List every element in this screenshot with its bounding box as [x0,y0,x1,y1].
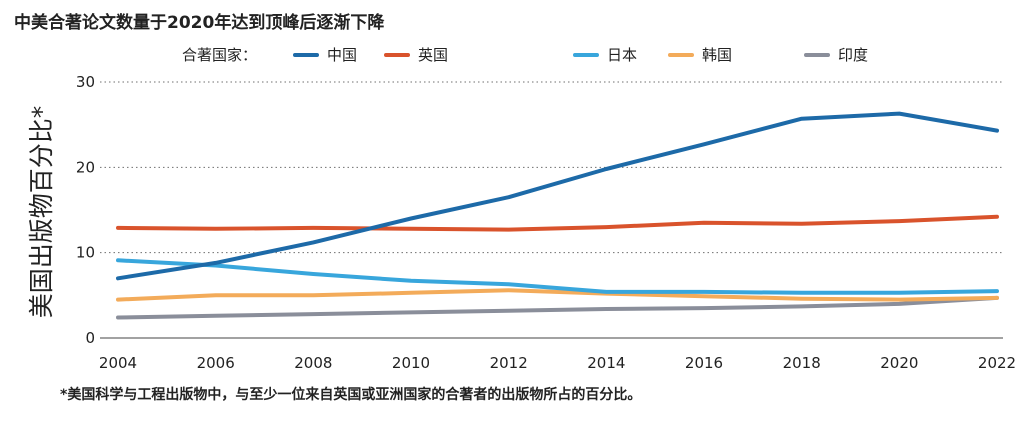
series-line-2 [116,214,999,232]
footnote: *美国科学与工程出版物中，与至少一位来自英国或亚洲国家的合著者的出版物所占的百分… [60,387,642,403]
x-tick-label: 2006 [197,354,235,372]
x-tick-label: 2008 [294,354,332,372]
y-tick-label: 20 [76,158,95,176]
series-line-1 [116,111,999,281]
y-tick-label: 30 [76,73,95,91]
y-tick-label: 0 [85,329,95,347]
x-tick-label: 2022 [978,354,1016,372]
x-tick-label: 2010 [392,354,430,372]
x-tick-labels: 2004 2006 2008 2010 2012 2014 2016 2018 2020 2022 [99,354,1016,372]
legend: 合著国家： 中国 英国 日本 韩国 印度 [182,46,868,64]
x-tick-label: 2016 [685,354,723,372]
x-tick-label: 2018 [783,354,821,372]
series-line-3 [116,258,999,295]
series-lines [116,111,999,320]
y-tick-label: 10 [76,244,95,262]
x-tick-label: 2012 [490,354,528,372]
legend-label: 韩国 [702,46,732,64]
legend-label: 印度 [838,46,868,64]
legend-label: 中国 [327,46,357,64]
x-tick-label: 2004 [99,354,137,372]
series-line-5 [116,295,999,320]
chart-title: 中美合著论文数量于2020年达到顶峰后逐渐下降 [14,13,385,33]
legend-title: 合著国家： [182,46,257,64]
series-line-4 [116,288,999,302]
x-tick-label: 2020 [880,354,918,372]
legend-label: 日本 [607,46,637,64]
legend-label: 英国 [418,46,448,64]
gridlines [100,81,1003,254]
x-tick-label: 2014 [587,354,625,372]
y-tick-labels: 0 10 20 30 [76,73,95,347]
